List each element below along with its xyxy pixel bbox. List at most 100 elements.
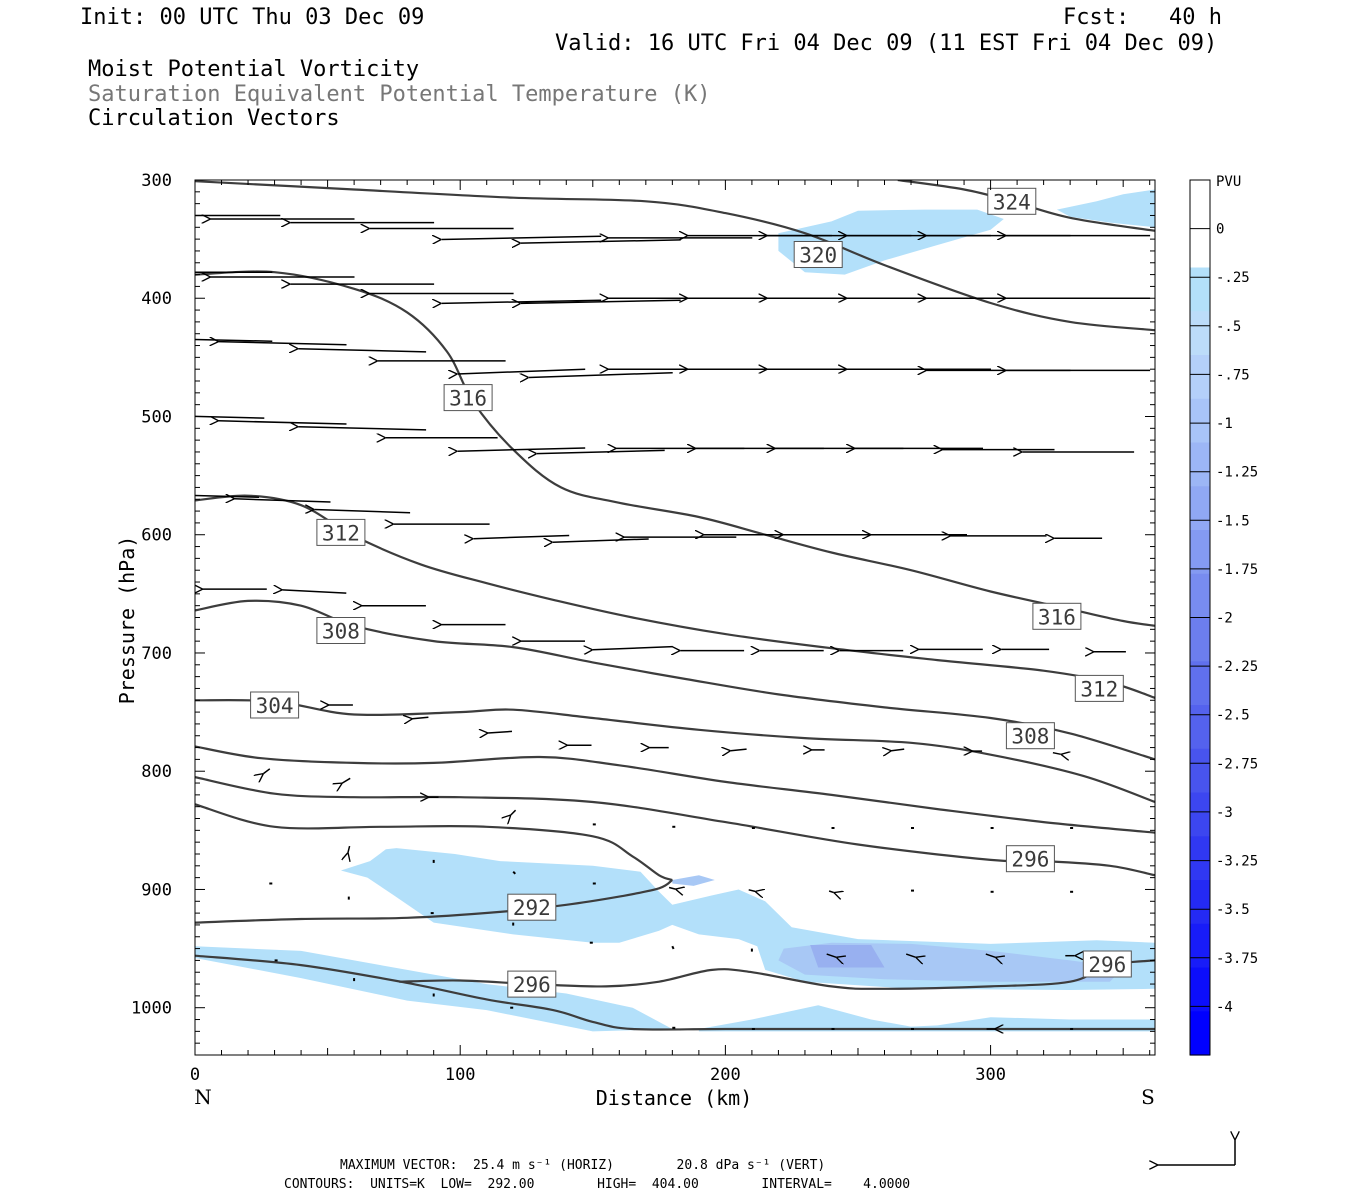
vector-108 [671,945,675,950]
vector-83 [342,777,351,783]
circulation-vectors [195,216,1151,1030]
vector-82 [263,768,271,774]
colorbar-label: -.75 [1216,367,1250,383]
y-tick-label: 400 [141,289,172,309]
y-tick-label: 500 [141,408,172,428]
vector-25 [219,342,347,345]
svg-text:308: 308 [322,620,360,644]
contour-label-320: 320 [793,241,843,268]
svg-text:320: 320 [799,244,837,268]
mpv-region-6 [672,875,715,886]
svg-text:316: 316 [449,387,487,411]
svg-text:324: 324 [993,190,1031,214]
contour-292-11 [195,954,1155,1031]
mpv-region-4 [1056,189,1155,228]
x-tick-label: 100 [445,1065,476,1085]
colorbar-label: -3.25 [1216,854,1258,870]
contour-label-312: 312 [316,518,366,546]
colorbar-swatch [1190,573,1210,619]
title-mpv: Moist Potential Vorticity [88,57,420,82]
vector-99 [828,890,834,893]
vector-50 [314,510,411,513]
colorbar-label: -.25 [1216,270,1250,286]
colorbar-label: -1.5 [1216,513,1250,529]
vector-38 [298,427,427,430]
title-vectors: Circulation Vectors [88,106,340,131]
contours-info-text: CONTOURS: UNITS=K LOW= 292.00 HIGH= 404.… [284,1177,911,1192]
colorbar-label: -1.75 [1216,562,1258,578]
theta-es-contours [195,180,1155,1031]
y-tick-label: 600 [141,526,172,546]
contour-label-312: 312 [1074,674,1124,702]
x-tick-label: 0 [190,1065,200,1085]
vector-95 [512,870,517,875]
colorbar-label: -2.5 [1216,708,1250,724]
vector-37 [219,421,347,424]
colorbar-label: -4 [1216,999,1233,1015]
colorbar-swatch [1190,442,1210,487]
svg-text:292: 292 [513,896,551,920]
colorbar-swatch [1190,880,1210,925]
vector-81 [1052,753,1061,755]
y-axis-label: Pressure (hPa) [115,536,139,705]
colorbar-label: -3 [1216,805,1233,821]
valid-time: Valid: 16 UTC Fri 04 Dec 09 (11 EST Fri … [555,31,1218,56]
colorbar-label: -2 [1216,611,1233,627]
colorbar-swatch [1190,967,1210,1012]
vector-85 [511,809,517,815]
colorbar-label: -1 [1216,416,1233,432]
colorbar-label: -2.75 [1216,756,1258,772]
x-axis-label: Distance (km) [596,1086,753,1110]
y-tick-label: 1000 [131,999,172,1019]
vector-79 [891,749,905,751]
colorbar-swatch [1190,1011,1210,1056]
vector-41 [537,450,665,453]
colorbar-label: 0 [1216,222,1224,238]
vector-48 [195,494,260,499]
init-time: Init: 00 UTC Thu 03 Dec 09 [80,5,425,30]
vector-77 [731,749,747,751]
svg-text:312: 312 [1080,677,1118,701]
colorbar-swatch [1190,311,1210,356]
colorbar-swatch [1190,486,1210,531]
y-tick-label: 900 [141,881,172,901]
contour-label-324: 324 [987,187,1037,215]
x-end-label-north: N [194,1085,212,1109]
vector-40 [457,448,586,451]
vector-111 [905,953,916,957]
vector-73 [412,717,429,719]
contour-label-296: 296 [507,970,557,998]
max-vector-text: MAXIMUM VECTOR: 25.4 m s⁻¹ (HORIZ) 20.8 … [340,1158,826,1173]
vector-49 [235,499,331,502]
contour-label-308: 308 [1005,722,1055,750]
contour-316-2 [195,270,1155,627]
colorbar-swatch [1190,398,1210,444]
svg-text:316: 316 [1038,605,1076,629]
colorbar-label: -3.5 [1216,902,1250,918]
colorbar-swatch [1190,223,1210,269]
vector-112 [985,953,996,957]
contour-label-304: 304 [250,691,300,719]
vector-16 [441,300,602,303]
reference-vector [1158,1140,1235,1165]
contour-320-1 [195,180,1155,332]
colorbar-swatch [1190,836,1210,881]
contour-292-9 [195,879,673,924]
vector-29 [529,371,673,378]
colorbar-label: -.5 [1216,319,1241,335]
y-tick-label: 300 [141,171,172,191]
contour-label-296: 296 [1082,950,1132,978]
svg-text:296: 296 [513,973,551,997]
colorbar-swatch [1190,748,1210,794]
mpv-region-7 [810,945,885,968]
colorbar: 0 -.25 -.5 -.75 -1 -1.25 -1.5 -1.75 -2 -2.25 -2.5 -… [1189,174,1258,1056]
contour-label-292: 292 [507,893,557,921]
x-end-label-south: S [1141,1085,1155,1109]
svg-text:308: 308 [1011,725,1049,749]
colorbar-swatch [1190,705,1210,750]
vector-28 [457,368,586,374]
colorbar-label: -2.25 [1216,659,1258,675]
x-tick-label: 200 [710,1065,741,1085]
contour-312-3 [195,494,1155,699]
